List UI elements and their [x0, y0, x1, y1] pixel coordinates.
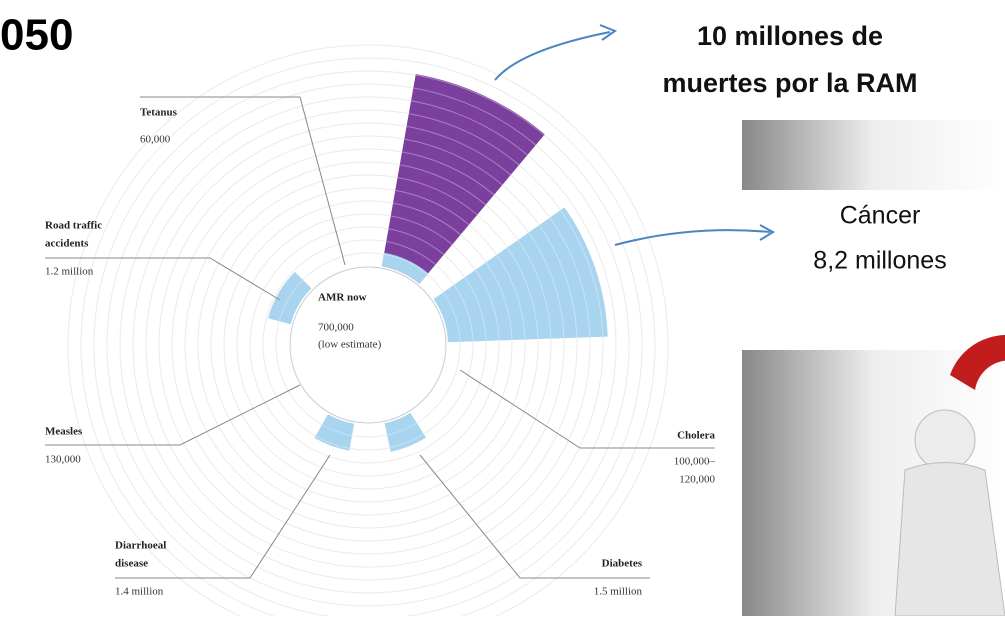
thinking-figure	[894, 335, 1005, 617]
ring	[106, 83, 630, 607]
wedge	[314, 414, 355, 451]
ring-overlay	[262, 239, 474, 451]
ring-overlay	[80, 57, 656, 621]
label: Road traffic	[45, 220, 102, 232]
annotation: Cáncer	[840, 202, 921, 230]
leader-lines	[45, 96, 715, 579]
ring	[119, 96, 617, 594]
ring-overlay	[132, 109, 604, 581]
label: AMR now	[318, 292, 367, 304]
label: 120,000	[679, 474, 715, 486]
ring	[184, 161, 552, 529]
ring-overlay	[171, 148, 565, 542]
ring-overlay	[158, 135, 578, 555]
ring	[223, 200, 513, 490]
ring	[145, 122, 591, 568]
annotation: 10 millones de	[697, 21, 883, 51]
ring-overlay	[236, 213, 500, 477]
label: accidents	[45, 238, 89, 250]
annotation: muertes por la RAM	[662, 68, 917, 98]
label: 60,000	[140, 134, 171, 146]
ring	[236, 213, 500, 477]
wedge	[381, 252, 429, 284]
title: 050	[0, 11, 73, 60]
label: (low estimate)	[318, 339, 382, 351]
wedge	[268, 271, 312, 325]
rings	[67, 44, 669, 621]
ring-overlay	[223, 200, 513, 490]
ring-overlay	[210, 187, 526, 503]
ring	[275, 252, 461, 438]
ring-overlay	[106, 83, 630, 607]
center-circle	[289, 266, 447, 424]
label: 1.2 million	[45, 266, 94, 278]
label: Measles	[45, 426, 83, 438]
label: Diarrhoeal	[115, 540, 166, 552]
arrows	[494, 24, 776, 246]
label: Cholera	[677, 430, 715, 442]
ring	[171, 148, 565, 542]
ring-overlay	[275, 252, 461, 438]
label: 100,000–	[674, 456, 716, 468]
ring-overlay	[184, 161, 552, 529]
ring-overlay	[67, 44, 669, 621]
ring	[249, 226, 487, 464]
ring	[132, 109, 604, 581]
ring	[80, 57, 656, 621]
label: 1.4 million	[115, 586, 164, 598]
wedge	[433, 207, 608, 343]
ring	[158, 135, 578, 555]
wedges	[67, 44, 669, 621]
ring	[197, 174, 539, 516]
label: Diabetes	[602, 558, 643, 570]
ring-overlay	[145, 122, 591, 568]
label: 130,000	[45, 454, 81, 466]
label: 700,000	[318, 322, 354, 334]
ring	[262, 239, 474, 451]
ring-overlay	[119, 96, 617, 594]
ring	[210, 187, 526, 503]
ring-overlay	[197, 174, 539, 516]
label: Tetanus	[140, 107, 178, 119]
annotation: 8,2 millones	[813, 247, 946, 275]
wedge	[381, 74, 545, 284]
gray-panel	[742, 120, 1005, 190]
label: disease	[115, 558, 148, 570]
ring	[67, 44, 669, 621]
label: 1.5 million	[594, 586, 643, 598]
wedge	[384, 412, 426, 452]
ring-overlay	[249, 226, 487, 464]
